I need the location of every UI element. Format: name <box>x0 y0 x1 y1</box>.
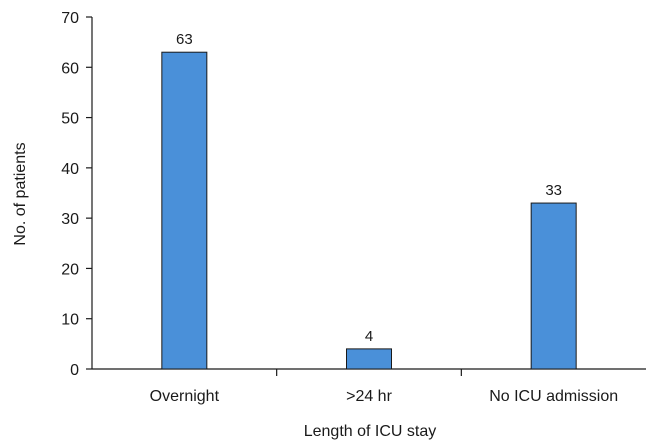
x-axis: Overnight >24 hr No ICU admission <box>92 368 646 405</box>
bar <box>346 348 392 370</box>
data-label: 33 <box>545 182 562 199</box>
y-axis: 0 10 20 30 40 50 60 70 <box>61 10 93 379</box>
y-tick-label: 20 <box>61 261 79 278</box>
bar <box>161 51 208 370</box>
y-tick-label: 50 <box>61 111 79 128</box>
y-tick-label: 0 <box>70 362 79 379</box>
data-labels: 63 4 33 <box>176 31 562 345</box>
y-tick-label: 40 <box>61 161 79 178</box>
x-tick-label: >24 hr <box>346 388 392 405</box>
x-tick-label: Overnight <box>150 388 220 405</box>
bar <box>530 202 577 370</box>
bars <box>161 51 577 370</box>
data-label: 63 <box>176 31 193 48</box>
y-axis-title: No. of patients <box>12 142 29 245</box>
data-label: 4 <box>365 328 373 345</box>
x-tick-label: No ICU admission <box>489 388 618 405</box>
y-tick-label: 10 <box>61 312 79 329</box>
y-tick-label: 30 <box>61 211 79 228</box>
y-tick-label: 70 <box>61 10 79 27</box>
y-tick-label: 60 <box>61 60 79 77</box>
x-axis-title: Length of ICU stay <box>304 423 437 440</box>
